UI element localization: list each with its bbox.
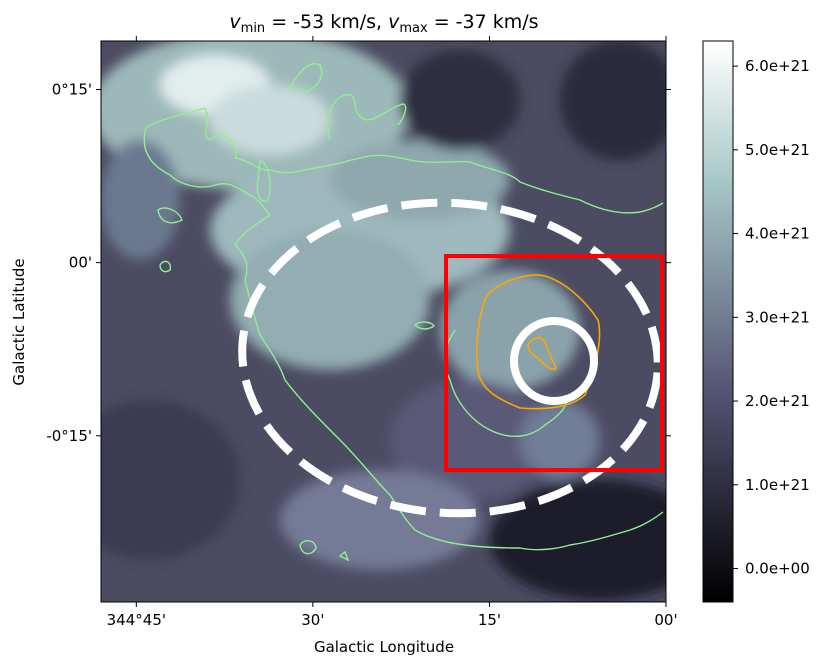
colorbar-tick-label: 5.0e+21 — [745, 141, 810, 159]
x-tick-label: 15' — [478, 611, 501, 629]
y-axis-label: Galactic Latitude — [10, 258, 28, 385]
green-contour — [143, 107, 664, 551]
x-tick-label: 30' — [301, 611, 324, 629]
x-axis-label: Galactic Longitude — [314, 638, 454, 656]
y-axis-ticks: 0°15' 00' -0°15' — [46, 80, 671, 445]
heatmap-image — [101, 41, 666, 602]
colorbar-tick-label: 4.0e+21 — [745, 225, 810, 243]
region-box — [444, 254, 664, 472]
x-tick-label: 00' — [654, 611, 677, 629]
x-tick-label: 344°45' — [107, 611, 166, 629]
colorbar — [702, 40, 734, 603]
dashed-ellipse — [238, 198, 662, 518]
colorbar-tick-label: 3.0e+21 — [745, 308, 810, 326]
x-axis-ticks: 344°45' 30' 15' 00' — [107, 36, 678, 629]
y-tick-label: 00' — [69, 254, 92, 272]
colorbar-ticks: 0.0e+00 1.0e+21 2.0e+21 3.0e+21 4.0e+21 5.0e+… — [733, 57, 810, 578]
orange-contour-outer — [475, 274, 601, 410]
solid-circle — [510, 317, 598, 405]
plot-frame — [100, 40, 667, 603]
colorbar-tick-label: 6.0e+21 — [745, 57, 810, 75]
colorbar-tick-label: 2.0e+21 — [745, 392, 810, 410]
y-tick-label: 0°15' — [52, 80, 92, 98]
colorbar-tick-label: 1.0e+21 — [745, 476, 810, 494]
chart-title: vmin = -53 km/s, vmax = -37 km/s — [229, 11, 538, 36]
y-tick-label: -0°15' — [46, 427, 92, 445]
colorbar-tick-label: 0.0e+00 — [745, 560, 810, 578]
orange-contour-inner — [527, 336, 557, 371]
